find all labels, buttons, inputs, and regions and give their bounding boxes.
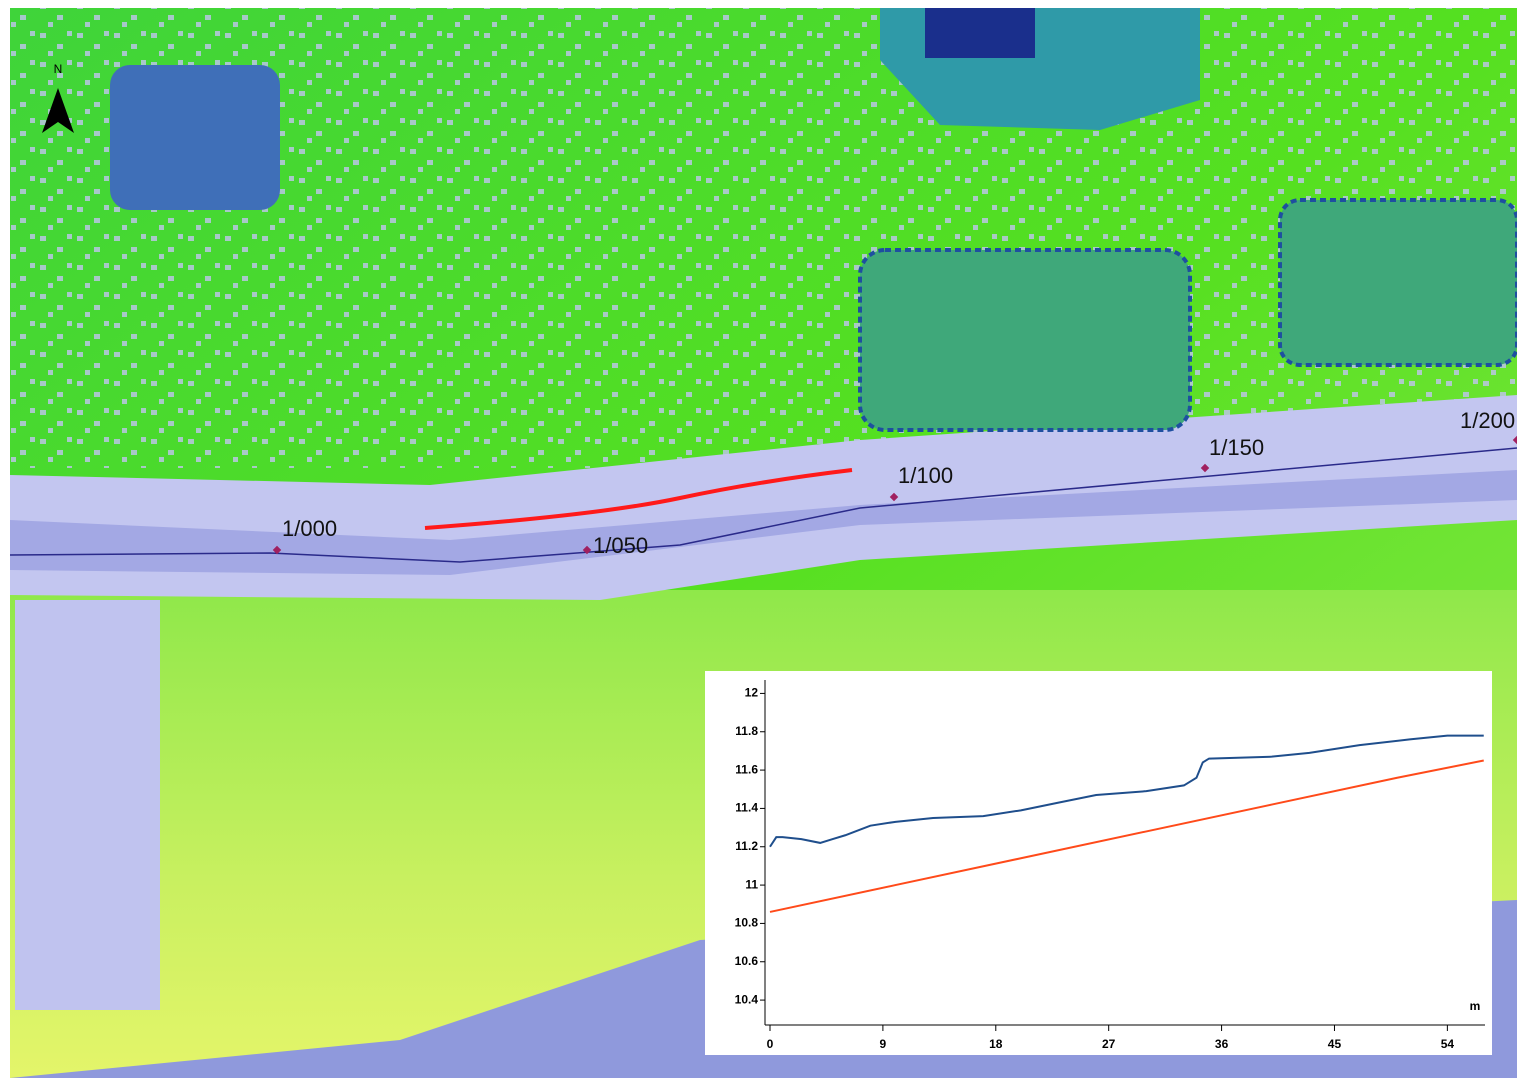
map: N 1/000 1/050 1/100 1/150 1/200 10.4 10.6 10.8…	[0, 0, 1517, 1078]
tree	[110, 65, 280, 210]
station-label: 1/200	[1460, 408, 1515, 433]
north-label: N	[54, 62, 63, 76]
station-label: 1/100	[898, 463, 953, 488]
y-tick-label: 11.2	[735, 839, 758, 853]
y-tick-label: 10.4	[735, 992, 759, 1006]
tree	[860, 250, 1190, 430]
x-tick-label: 27	[1102, 1037, 1116, 1051]
page: N 1/000 1/050 1/100 1/150 1/200 10.4 10.6 10.8…	[0, 0, 1517, 1078]
water-deep	[925, 8, 1035, 58]
chart-panel	[705, 671, 1492, 1055]
y-tick-label: 11.6	[735, 762, 758, 776]
y-tick-label: 10.6	[735, 954, 759, 968]
x-tick-label: 0	[767, 1037, 774, 1051]
x-tick-label: 54	[1441, 1037, 1455, 1051]
y-tick-label: 12	[745, 686, 759, 700]
x-tick-label: 18	[989, 1037, 1003, 1051]
station-label: 1/050	[593, 533, 648, 558]
road-side	[15, 600, 160, 1010]
tree	[1280, 200, 1517, 365]
y-tick-label: 11.4	[735, 801, 758, 815]
station-label: 1/000	[282, 516, 337, 541]
y-tick-label: 11.8	[735, 724, 758, 738]
y-tick-label: 10.8	[735, 916, 759, 930]
station-label: 1/150	[1209, 435, 1264, 460]
x-tick-label: 36	[1215, 1037, 1229, 1051]
y-tick-label: 11	[745, 877, 758, 891]
x-unit: m	[1470, 999, 1481, 1013]
x-tick-label: 45	[1328, 1037, 1342, 1051]
x-tick-label: 9	[880, 1037, 887, 1051]
